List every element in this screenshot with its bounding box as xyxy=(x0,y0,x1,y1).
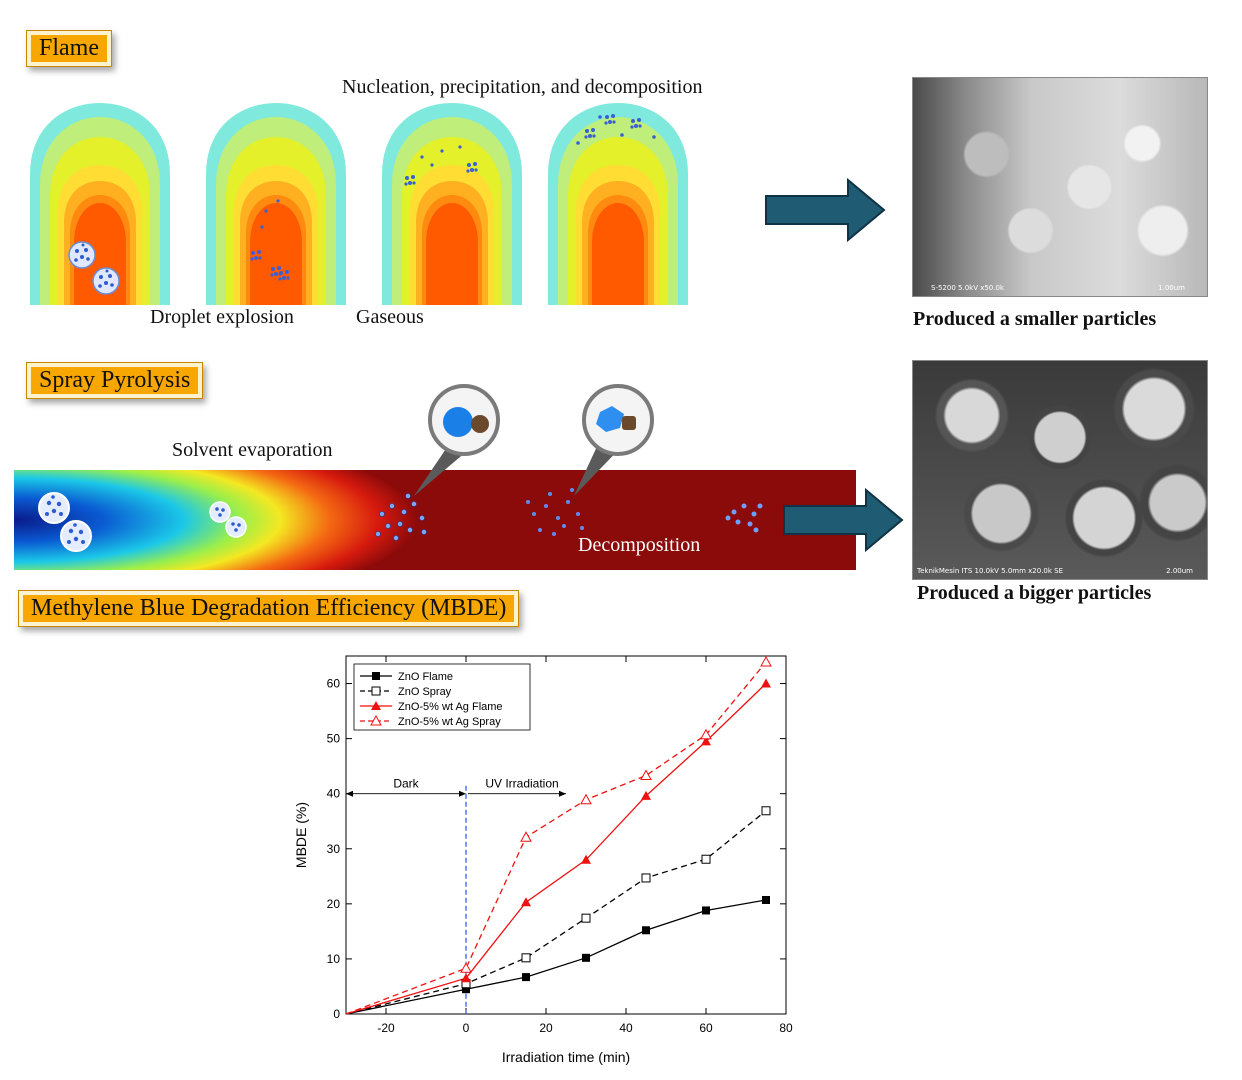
series-line-0 xyxy=(345,899,767,1015)
data-point-1-4 xyxy=(641,873,651,883)
dark-label: Dark xyxy=(393,777,419,791)
data-point-0-5 xyxy=(702,906,710,915)
data-point-0-1 xyxy=(462,985,470,994)
data-point-2-5 xyxy=(701,736,711,746)
legend-label-1: ZnO Spray xyxy=(398,686,452,698)
data-point-3-3 xyxy=(580,793,592,805)
data-point-2-4 xyxy=(641,790,651,800)
data-point-1-2 xyxy=(521,953,531,963)
flame-stage-2 xyxy=(206,103,346,305)
flame-stages xyxy=(30,103,688,305)
data-point-0-4 xyxy=(642,926,650,935)
uv-label: UV Irradiation xyxy=(485,777,558,791)
flame-result-caption: Produced a smaller particles xyxy=(913,308,1157,330)
chart-legend: ZnO Flame ZnO Spray ZnO-5% wt Ag Flame ZnO-… xyxy=(353,663,531,731)
decomposition-caption: Decomposition xyxy=(578,534,701,556)
y-tick-label: 10 xyxy=(327,952,341,966)
data-point-1-6 xyxy=(761,806,771,816)
callout-1 xyxy=(414,384,500,496)
gaseous-caption: Gaseous xyxy=(356,306,424,328)
flame-label-text: Flame xyxy=(39,35,99,61)
flame-stage-3 xyxy=(382,103,522,305)
dark-arrow-head-right xyxy=(459,790,466,797)
mbde-chart: -20 0 20 40 60 80 0 10 20 30 40 50 60 Irradiation t… xyxy=(293,655,793,1065)
x-tick-label: -20 xyxy=(377,1021,395,1035)
data-point-2-2 xyxy=(521,897,531,907)
flame-sem-label: S-5200 5.0kV x50.0k xyxy=(931,284,1004,292)
flame-sem-scale: 1.00um xyxy=(1158,284,1185,292)
legend-marker-3 xyxy=(370,714,382,726)
nucleation-caption: Nucleation, precipitation, and decomposi… xyxy=(342,76,703,98)
spray-tube xyxy=(14,384,856,570)
particle-cloud-1 xyxy=(375,493,427,541)
data-point-2-1 xyxy=(461,973,471,983)
flame-stage-1 xyxy=(30,103,170,305)
legend-marker-1 xyxy=(371,686,381,696)
y-tick-label: 0 xyxy=(333,1007,340,1021)
data-point-0-2 xyxy=(522,973,530,982)
data-point-1-5 xyxy=(701,854,711,864)
flame-stage-4 xyxy=(548,103,688,305)
legend-label-2: ZnO-5% wt Ag Flame xyxy=(398,701,503,713)
x-axis-label: Irradiation time (min) xyxy=(502,1049,630,1065)
data-point-2-3 xyxy=(581,854,591,864)
data-point-0-3 xyxy=(582,953,590,962)
uv-arrow-head xyxy=(559,790,566,797)
data-point-3-4 xyxy=(640,769,652,781)
x-tick-label: 80 xyxy=(779,1021,793,1035)
mbde-label-text: Methylene Blue Degradation Efficiency (M… xyxy=(31,595,507,621)
y-axis-label: MBDE (%) xyxy=(293,802,309,868)
x-tick-label: 60 xyxy=(699,1021,713,1035)
data-point-2-6 xyxy=(761,678,771,688)
droplet-explosion-caption: Droplet explosion xyxy=(150,306,294,328)
x-tick-label: 40 xyxy=(619,1021,633,1035)
legend-marker-2 xyxy=(371,701,381,710)
data-point-3-6 xyxy=(760,656,772,667)
spray-result-caption: Produced a bigger particles xyxy=(917,582,1152,604)
spray-label: Spray Pyrolysis xyxy=(26,362,204,399)
legend-label-3: ZnO-5% wt Ag Spray xyxy=(398,716,501,728)
spray-arrow-icon xyxy=(783,488,904,552)
flame-arrow-icon xyxy=(765,178,886,242)
x-tick-label: 20 xyxy=(539,1021,553,1035)
spray-sem-label: TeknikMesin ITS 10.0kV 5.0mm x20.0k SE xyxy=(917,567,1064,575)
data-point-1-3 xyxy=(581,913,591,923)
legend-label-0: ZnO Flame xyxy=(398,671,453,683)
y-tick-label: 20 xyxy=(327,897,341,911)
data-point-3-5 xyxy=(700,728,712,740)
spray-label-text: Spray Pyrolysis xyxy=(39,367,191,393)
y-tick-label: 30 xyxy=(327,842,341,856)
y-tick-label: 50 xyxy=(327,732,341,746)
callout-2 xyxy=(574,384,654,496)
mbde-label: Methylene Blue Degradation Efficiency (M… xyxy=(18,590,520,627)
data-point-0-6 xyxy=(762,895,770,904)
flame-sem-image: S-5200 5.0kV x50.0k 1.00um xyxy=(912,77,1208,297)
flame-label: Flame xyxy=(26,30,112,67)
series-line-2 xyxy=(345,683,767,1015)
spray-sem-scale: 2.00um xyxy=(1166,567,1193,575)
solvent-evaporation-caption: Solvent evaporation xyxy=(172,439,333,461)
legend-marker-0 xyxy=(372,672,380,680)
particle-cloud-3 xyxy=(725,503,763,533)
y-tick-label: 60 xyxy=(327,677,341,691)
particle-cloud-2 xyxy=(526,488,584,536)
spray-sem-image: TeknikMesin ITS 10.0kV 5.0mm x20.0k SE 2… xyxy=(912,360,1208,580)
x-tick-label: 0 xyxy=(463,1021,470,1035)
plot-frame xyxy=(345,655,787,1015)
data-point-3-1 xyxy=(460,962,472,973)
y-tick-label: 40 xyxy=(327,787,341,801)
data-point-3-2 xyxy=(520,831,532,842)
dark-arrow-head-left xyxy=(346,790,353,797)
